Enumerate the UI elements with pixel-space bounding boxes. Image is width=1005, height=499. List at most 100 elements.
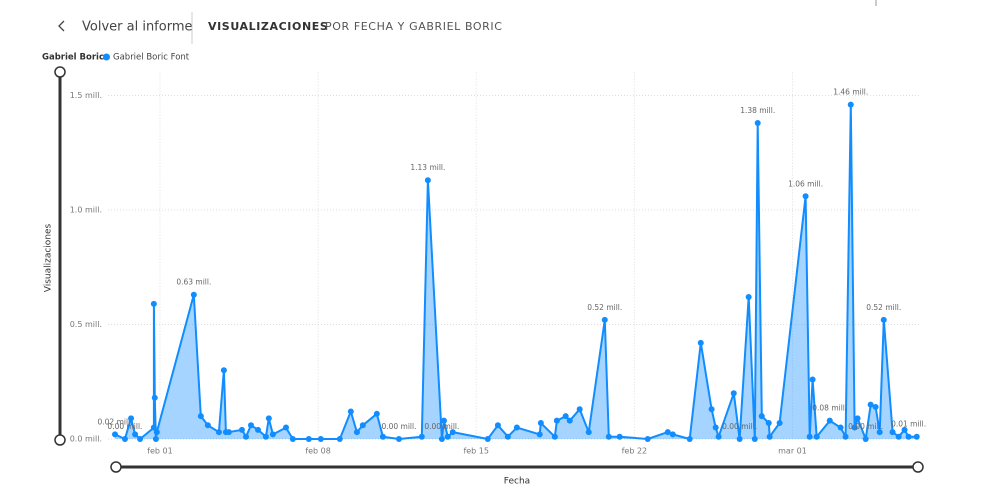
data-point bbox=[204, 422, 211, 429]
slider-handle[interactable] bbox=[110, 461, 122, 473]
legend-label: Gabriel Boric Font bbox=[113, 53, 190, 63]
data-label: 1.46 mill. bbox=[833, 88, 868, 97]
data-point bbox=[121, 436, 128, 442]
data-point bbox=[359, 422, 366, 429]
data-point bbox=[373, 410, 380, 417]
data-point bbox=[736, 436, 743, 442]
data-point bbox=[151, 394, 158, 401]
data-point bbox=[562, 413, 569, 420]
data-point bbox=[150, 300, 157, 307]
data-point bbox=[238, 426, 245, 433]
data-point bbox=[395, 436, 402, 442]
data-point bbox=[243, 433, 250, 440]
slider-handle[interactable] bbox=[54, 434, 66, 446]
x-tick-label: feb 22 bbox=[622, 447, 648, 456]
data-point bbox=[765, 419, 772, 426]
data-label: 0.02 mill. bbox=[97, 417, 132, 426]
data-point bbox=[112, 431, 119, 438]
data-label: 0.00 mill. bbox=[848, 422, 883, 431]
data-point bbox=[444, 433, 451, 440]
data-point bbox=[137, 436, 144, 442]
data-point bbox=[802, 193, 809, 200]
data-point bbox=[424, 177, 431, 184]
data-point bbox=[872, 403, 879, 410]
data-label: 1.06 mill. bbox=[788, 179, 823, 188]
data-point bbox=[513, 424, 520, 431]
data-point bbox=[644, 436, 651, 442]
data-point bbox=[305, 436, 312, 442]
y-tick-label: 0.0 mill. bbox=[70, 435, 102, 444]
data-point bbox=[697, 339, 704, 346]
data-label: 0.00 mill. bbox=[722, 422, 757, 431]
data-point bbox=[150, 424, 157, 431]
data-point bbox=[585, 429, 592, 436]
data-point bbox=[283, 424, 290, 431]
data-point bbox=[712, 424, 719, 431]
data-point bbox=[576, 406, 583, 413]
data-label: 0.08 mill. bbox=[812, 404, 847, 413]
tab[interactable]: POR FECHA Y GABRIEL BORIC bbox=[325, 20, 503, 33]
y-axis-title: Visualizaciones bbox=[44, 223, 54, 292]
data-label: 0.52 mill. bbox=[866, 303, 901, 312]
data-point bbox=[851, 424, 858, 431]
data-point bbox=[317, 436, 324, 442]
data-point bbox=[220, 367, 227, 374]
x-tick-label: feb 15 bbox=[463, 447, 489, 456]
data-label: 0.52 mill. bbox=[587, 303, 622, 312]
data-point bbox=[809, 376, 816, 383]
data-point bbox=[128, 415, 135, 422]
data-point bbox=[353, 429, 360, 436]
back-link[interactable]: Volver al informe bbox=[82, 20, 193, 35]
x-tick-label: mar 01 bbox=[778, 447, 807, 456]
x-tick-label: feb 01 bbox=[147, 447, 173, 456]
data-point bbox=[289, 436, 296, 442]
data-point bbox=[669, 431, 676, 438]
data-point bbox=[262, 433, 269, 440]
data-point bbox=[418, 433, 425, 440]
data-point bbox=[715, 433, 722, 440]
tab[interactable]: VISUALIZACIONES bbox=[208, 20, 328, 33]
data-label: 0.63 mill. bbox=[176, 278, 211, 287]
data-point bbox=[847, 101, 854, 108]
x-tick-label: feb 08 bbox=[305, 447, 331, 456]
data-point bbox=[867, 401, 874, 408]
data-point bbox=[758, 413, 765, 420]
data-point bbox=[484, 436, 491, 442]
data-label: 0.00 mill. bbox=[107, 422, 142, 431]
data-point bbox=[605, 433, 612, 440]
data-label: 0.00 mill. bbox=[424, 422, 459, 431]
data-point bbox=[813, 433, 820, 440]
legend-marker bbox=[103, 53, 110, 61]
data-point bbox=[347, 408, 354, 415]
data-point bbox=[438, 436, 445, 442]
slider-handle[interactable] bbox=[54, 66, 66, 78]
data-point bbox=[876, 429, 883, 436]
y-tick-label: 0.5 mill. bbox=[70, 320, 102, 329]
data-point bbox=[379, 433, 386, 440]
data-point bbox=[745, 294, 752, 301]
data-point bbox=[247, 422, 254, 429]
data-point bbox=[854, 415, 861, 422]
data-point bbox=[806, 433, 813, 440]
data-point bbox=[265, 415, 272, 422]
data-point bbox=[751, 436, 758, 442]
data-point bbox=[255, 426, 262, 433]
data-point bbox=[553, 417, 560, 424]
data-point bbox=[190, 291, 197, 298]
data-point bbox=[754, 119, 761, 126]
data-point bbox=[153, 429, 160, 436]
data-point bbox=[132, 431, 139, 438]
y-tick-label: 1.5 mill. bbox=[70, 91, 102, 100]
data-point bbox=[336, 436, 343, 442]
data-point bbox=[862, 436, 869, 442]
data-point bbox=[880, 316, 887, 323]
data-label: 0.01 mill. bbox=[891, 420, 926, 429]
data-point bbox=[826, 417, 833, 424]
data-point bbox=[537, 419, 544, 426]
data-point bbox=[504, 433, 511, 440]
data-point bbox=[215, 429, 222, 436]
slider-handle[interactable] bbox=[912, 461, 924, 473]
back-icon[interactable] bbox=[58, 20, 65, 32]
data-label: 0.00 mill. bbox=[381, 422, 416, 431]
